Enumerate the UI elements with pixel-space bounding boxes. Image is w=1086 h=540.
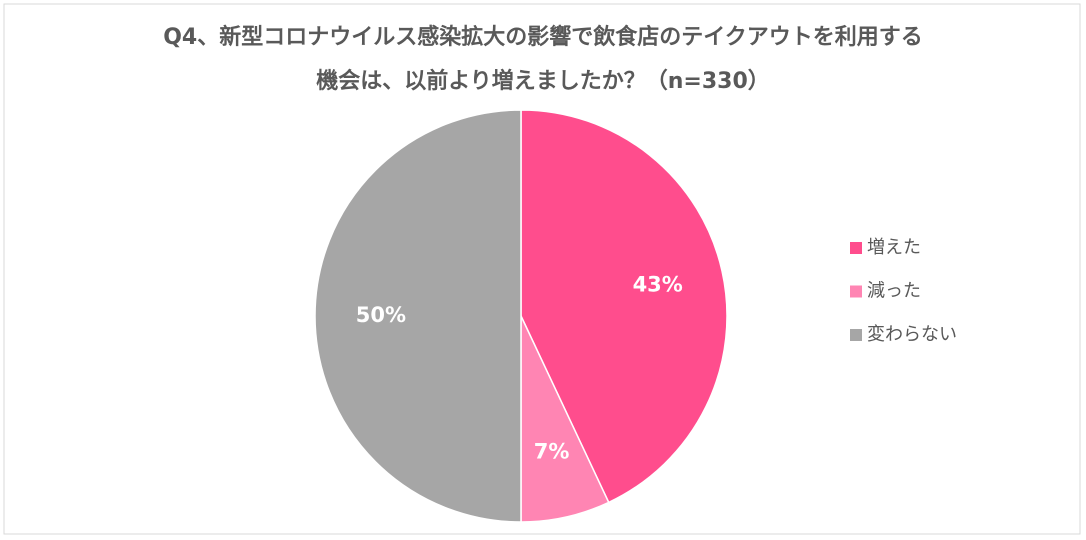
legend-label: 減った [867,281,921,302]
value-label: 50% [356,303,406,327]
chart-title: 機会は、以前より増えましたか？（n=330） [316,68,770,94]
value-label: 7% [534,440,570,464]
pie-slice [520,109,728,504]
legend-swatch [850,329,862,341]
value-label: 43% [633,272,683,296]
legend-label: 増えた [867,237,921,258]
legend-swatch [850,242,862,254]
chart-title: Q4、新型コロナウイルス感染拡大の影響で飲食店のテイクアウトを利用する [163,24,923,50]
legend-swatch [850,285,862,298]
pie-slice [314,109,522,523]
legend-label: 変わらない [867,324,957,345]
